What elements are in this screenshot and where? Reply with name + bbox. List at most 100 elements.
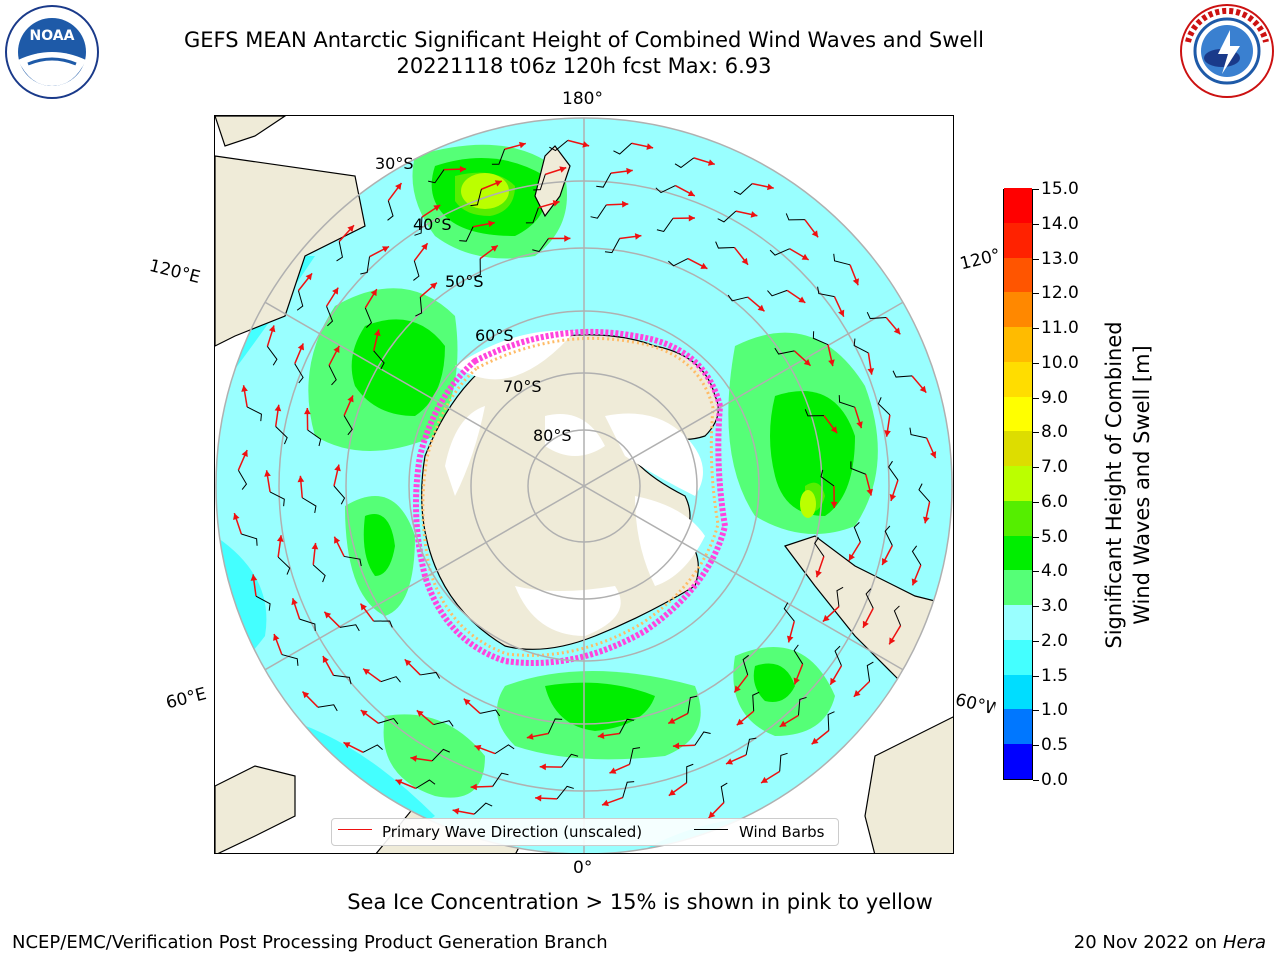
wave-arrow-head: [634, 233, 642, 240]
wind-barb: [281, 654, 299, 666]
wave-arrow-head: [416, 710, 424, 717]
wave-arrow-head: [853, 690, 861, 697]
wave-arrow-head: [332, 287, 339, 295]
wave-arrow-head: [830, 677, 837, 685]
colorbar-segment: [1004, 709, 1032, 745]
wave-arrow-head: [893, 327, 901, 335]
noaa-logo-text: NOAA: [30, 28, 75, 44]
wind-barb: [827, 711, 835, 731]
wind-barb: [326, 306, 334, 327]
colorbar-tick-mark: [1033, 432, 1039, 434]
sea-ice-edge: [413, 328, 729, 666]
wave-arrow-head: [882, 558, 888, 565]
wind-barb: [655, 185, 676, 194]
wave-arrow-head: [305, 273, 313, 281]
nws-logo: [1180, 4, 1274, 98]
wave-arrow-head: [564, 235, 571, 242]
wave-arrow-head: [736, 718, 744, 726]
legend-wave-line: [338, 829, 372, 830]
wind-barb: [884, 525, 893, 546]
colorbar-label: Significant Height of Combined Wind Wave…: [1100, 285, 1156, 685]
wave-arrow-head: [862, 620, 869, 628]
wave-arrow-head: [518, 141, 526, 149]
wind-barb: [752, 691, 760, 712]
wave-arrow-head: [793, 677, 800, 685]
wind-barb: [715, 241, 735, 249]
wind-barb: [733, 183, 753, 195]
wave-arrow-head: [811, 230, 819, 238]
colorbar-tick-label: 12.0: [1041, 283, 1079, 304]
wave-arrow-head: [433, 204, 441, 212]
colorbar-segment: [1004, 465, 1032, 501]
wave-arrow-head: [866, 488, 873, 496]
wave-arrow-head: [741, 257, 749, 265]
legend-barb-label: Wind Barbs: [739, 823, 825, 841]
wave-arrow-head: [798, 296, 806, 303]
lat-label-70s: 70°S: [503, 377, 542, 396]
wind-barb: [532, 238, 549, 253]
colorbar-segment: [1004, 257, 1032, 293]
wave-arrow-head: [273, 633, 280, 641]
lon-label-120w: 120°W: [958, 245, 1002, 275]
colorbar-segment: [1004, 535, 1032, 571]
wind-barb: [266, 346, 278, 366]
wind-barb: [533, 174, 546, 191]
wind-barb: [745, 737, 757, 756]
wave-arrow-head: [822, 614, 830, 622]
wind-barb: [328, 365, 337, 386]
wind-barb: [301, 497, 317, 514]
wind-barb: [877, 397, 891, 416]
wind-barb: [494, 744, 515, 755]
wave-arrow-head: [494, 180, 502, 187]
wind-barb: [629, 747, 641, 765]
footer-date: 20 Nov 2022 on Hera: [1074, 932, 1266, 953]
lat-label-40s: 40°S: [413, 215, 452, 234]
wind-barb: [804, 409, 824, 417]
wave-arrow-head: [459, 165, 467, 173]
colorbar-segment: [1004, 291, 1032, 328]
wind-barb: [362, 744, 383, 753]
wave-arrow-head: [786, 635, 794, 643]
wind-barb: [556, 785, 574, 800]
wind-barb: [255, 595, 271, 611]
wave-arrow-head: [470, 783, 477, 791]
wind-barb: [909, 427, 927, 439]
colorbar-tick-label: 1.0: [1041, 700, 1069, 721]
wind-barb: [246, 406, 262, 422]
wind-barb: [783, 602, 795, 622]
wind-barb: [415, 779, 436, 789]
wave-arrow-head: [324, 611, 332, 619]
wave-arrow-head: [688, 214, 695, 222]
wind-barb: [428, 169, 445, 184]
wind-barb: [415, 297, 423, 317]
wind-barb: [779, 752, 788, 772]
footer-branch: NCEP/EMC/Verification Post Processing Pr…: [12, 932, 608, 953]
wind-barb: [380, 676, 401, 683]
colorbar-tick-mark: [1033, 606, 1039, 608]
wind-barb: [431, 748, 450, 762]
wave-arrow-head: [708, 811, 716, 819]
colorbar-tick-label: 9.0: [1041, 387, 1069, 408]
wave-arrow-head: [250, 574, 258, 581]
wave-arrow-head: [672, 742, 680, 750]
wave-arrow-head: [622, 200, 629, 208]
colorbar-tick-mark: [1033, 328, 1039, 330]
colorbar-segment: [1004, 604, 1032, 640]
wind-barb: [333, 674, 352, 685]
wind-barb: [865, 588, 874, 609]
wave-arrow-head: [700, 262, 708, 269]
colorbar-segment: [1004, 639, 1032, 675]
wind-barb: [473, 802, 493, 815]
wave-arrow-head: [559, 166, 567, 173]
colorbar-tick-mark: [1033, 571, 1039, 573]
colorbar-tick-label: 0.5: [1041, 735, 1069, 756]
wave-arrow-head: [856, 421, 863, 429]
wind-barb: [473, 258, 481, 278]
colorbar-tick-label: 13.0: [1041, 248, 1079, 269]
wave-arrow-head: [852, 278, 860, 286]
wave-arrow-head: [276, 535, 284, 542]
colorbar-segment: [1004, 743, 1032, 779]
wind-barb: [433, 720, 454, 727]
wave-arrow-head: [602, 799, 609, 807]
sea-ice-fringe: [421, 336, 720, 657]
